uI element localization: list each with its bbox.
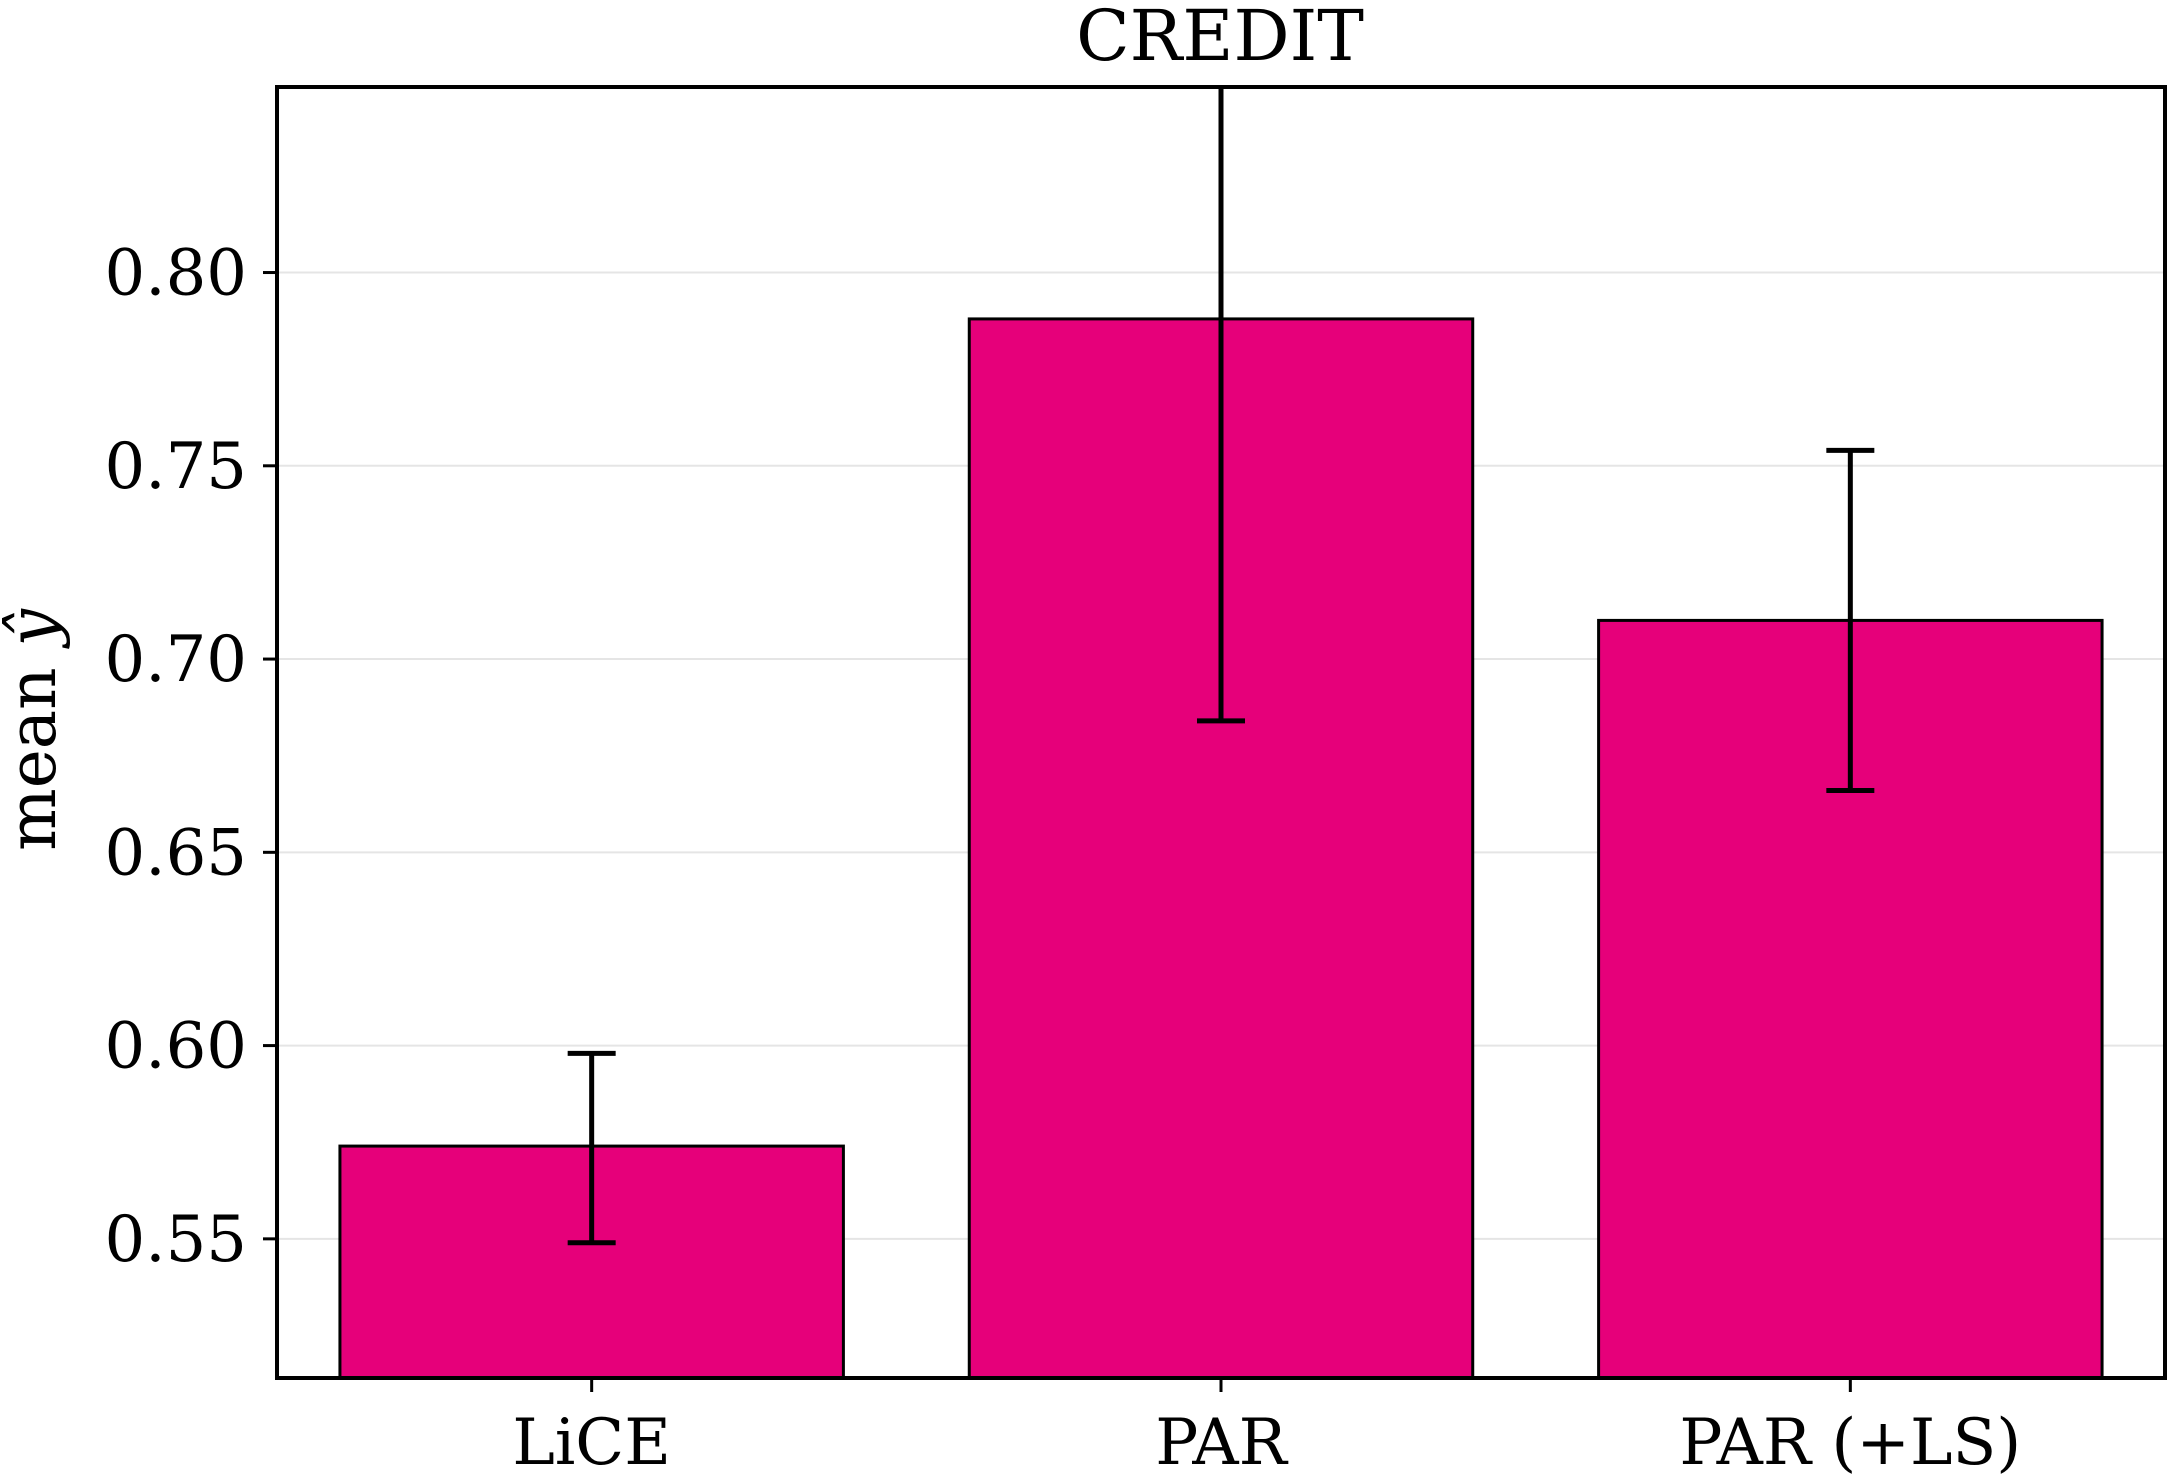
y-axis-ticks: 0.55 0.60 0.65 0.70 0.75 0.80 (105, 237, 277, 1277)
x-tick-label: PAR (+LS) (1679, 1406, 2021, 1480)
chart-title: CREDIT (1076, 0, 1364, 77)
y-tick-label: 0.70 (105, 623, 248, 697)
y-axis-label-symbol: ŷ (0, 608, 71, 649)
x-tick-label: PAR (1155, 1406, 1288, 1480)
y-tick-label: 0.80 (105, 237, 248, 311)
y-tick-label: 0.75 (105, 430, 248, 504)
y-axis-label: mean ŷ (0, 608, 71, 850)
y-tick-label: 0.65 (105, 816, 248, 890)
x-axis-ticks: LiCE PAR PAR (+LS) (512, 1378, 2021, 1480)
y-tick-label: 0.55 (105, 1203, 248, 1277)
y-axis-label-prefix: mean (0, 667, 71, 851)
y-tick-label: 0.60 (105, 1010, 248, 1084)
x-tick-label: LiCE (512, 1406, 671, 1480)
error-bars (567, 87, 1875, 1246)
